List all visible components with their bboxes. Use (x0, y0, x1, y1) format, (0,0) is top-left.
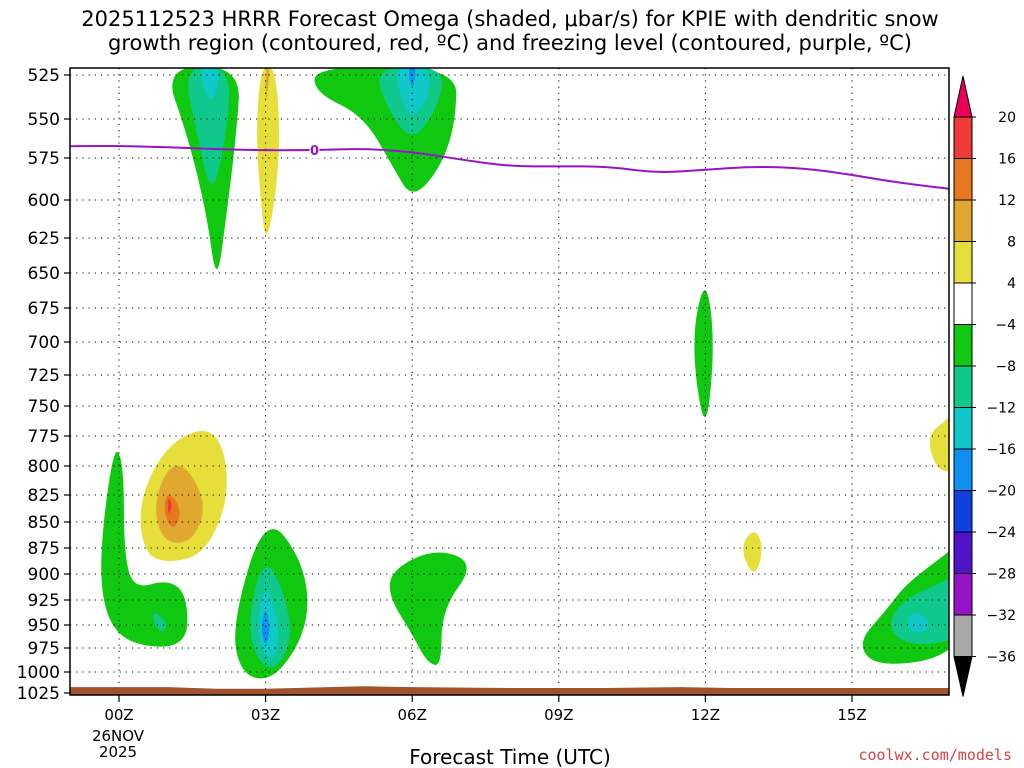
colorbar-label-12: −32 (986, 608, 1016, 624)
chart-title-line-1: 2025112523 HRRR Forecast Omega (shaded, … (81, 7, 938, 31)
omega-region-aloft-01z-inner (188, 68, 230, 184)
y-tick-label-975: 975 (28, 639, 60, 659)
omega-region-low-01z-positive-mid (156, 466, 203, 543)
colorbar-bottom-arrow (953, 656, 973, 697)
colorbar-label-10: −24 (986, 525, 1016, 541)
colorbar-segment-12 (953, 573, 973, 616)
x-axis-label: Forecast Time (UTC) (409, 745, 611, 768)
x-tick-label-00Z: 00Z (104, 706, 133, 724)
chart-title-line-2: growth region (contoured, red, ºC) and f… (108, 31, 912, 55)
colorbar-segment-7 (953, 365, 973, 408)
y-tick-label-700: 700 (28, 333, 60, 353)
colorbar-label-7: −12 (986, 401, 1016, 417)
colorbar-label-0: 20 (998, 110, 1016, 126)
colorbar-top-arrow (953, 75, 973, 118)
omega-region-low-03z-peak (261, 611, 270, 644)
y-tick-label-600: 600 (28, 191, 60, 211)
plot-frame (69, 67, 950, 696)
x-tick-label-06Z: 06Z (398, 706, 427, 724)
colorbar-segment-2 (953, 158, 973, 201)
y-tick-label-550: 550 (28, 110, 60, 130)
colorbar-segment-5 (953, 282, 973, 325)
y-tick-label-825: 825 (28, 486, 60, 506)
colorbar-segment-1 (953, 116, 973, 159)
x-tick-label-09Z: 09Z (544, 706, 573, 724)
y-tick-label-950: 950 (28, 616, 60, 636)
y-tick-label-625: 625 (28, 229, 60, 249)
y-tick-label-675: 675 (28, 299, 60, 319)
date-label-day: 26NOV (92, 727, 145, 745)
credit-text: coolwx.com/models (858, 746, 1012, 764)
y-tick-label-800: 800 (28, 457, 60, 477)
colorbar-segment-4 (953, 241, 973, 284)
colorbar: 20 16 12 8 4 −4 −8 −12 −16 −20 −24 −28 −32 −36 (953, 75, 1016, 697)
colorbar-label-11: −28 (986, 567, 1016, 583)
omega-region-low-16z-inner (891, 578, 949, 645)
colorbar-label-3: 8 (1007, 235, 1016, 251)
colorbar-segment-9 (953, 448, 973, 491)
surface-ground-strip (70, 686, 949, 695)
freezing-level-label-bg (309, 141, 320, 159)
colorbar-label-8: −16 (986, 442, 1016, 458)
omega-region-aloft-06z-core (396, 68, 430, 115)
omega-region-low-00z (101, 451, 188, 647)
y-axis: 525 550 575 600 625 650 675 700 725 750 775 800 825 8… (17, 66, 70, 704)
x-tick-label-15Z: 15Z (837, 706, 866, 724)
y-tick-label-850: 850 (28, 513, 60, 533)
y-tick-label-1000: 1000 (17, 663, 60, 683)
x-axis: 00Z 03Z 06Z 09Z 12Z 15Z (104, 695, 867, 724)
omega-region-low-00z-inner (153, 613, 167, 632)
omega-region-13z-positive (743, 532, 762, 572)
colorbar-segment-10 (953, 490, 973, 533)
omega-region-low-01z-positive-peak (167, 498, 172, 513)
omega-region-aloft-01z-core (201, 68, 219, 100)
colorbar-segment-13 (953, 614, 973, 657)
colorbar-label-13: −36 (986, 650, 1016, 666)
y-tick-label-725: 725 (28, 366, 60, 386)
colorbar-segment-3 (953, 199, 973, 242)
y-tick-label-1025: 1025 (17, 684, 60, 704)
colorbar-segment-6 (953, 324, 973, 367)
contour-lines-layer: 0 (70, 141, 949, 695)
y-tick-label-525: 525 (28, 66, 60, 86)
colorbar-label-5: −4 (995, 318, 1016, 334)
omega-region-16z-positive (929, 417, 949, 472)
x-tick-label-12Z: 12Z (691, 706, 720, 724)
colorbar-label-1: 16 (998, 152, 1016, 168)
omega-region-low-06z (389, 552, 467, 665)
colorbar-segment-11 (953, 531, 973, 574)
omega-region-low-16z-core (907, 613, 929, 633)
y-tick-label-900: 900 (28, 565, 60, 585)
date-label-year: 2025 (99, 743, 137, 761)
omega-region-12z (694, 290, 713, 417)
colorbar-label-2: 12 (998, 193, 1016, 209)
y-tick-label-750: 750 (28, 397, 60, 417)
grid-lines (70, 68, 949, 695)
colorbar-label-6: −8 (995, 359, 1016, 375)
freezing-level-label: 0 (310, 144, 319, 159)
y-tick-label-775: 775 (28, 427, 60, 447)
colorbar-segment-8 (953, 407, 973, 450)
y-tick-label-650: 650 (28, 264, 60, 284)
y-tick-label-575: 575 (28, 149, 60, 169)
colorbar-label-4: 4 (1007, 276, 1016, 292)
x-tick-label-03Z: 03Z (251, 706, 280, 724)
colorbar-label-9: −20 (986, 484, 1016, 500)
omega-region-aloft-03z-positive-core (265, 68, 270, 100)
omega-region-aloft-06z-peak (408, 68, 416, 86)
freezing-level-line (70, 145, 949, 190)
y-tick-label-875: 875 (28, 539, 60, 559)
omega-shading-layer (101, 68, 949, 679)
y-tick-label-925: 925 (28, 591, 60, 611)
